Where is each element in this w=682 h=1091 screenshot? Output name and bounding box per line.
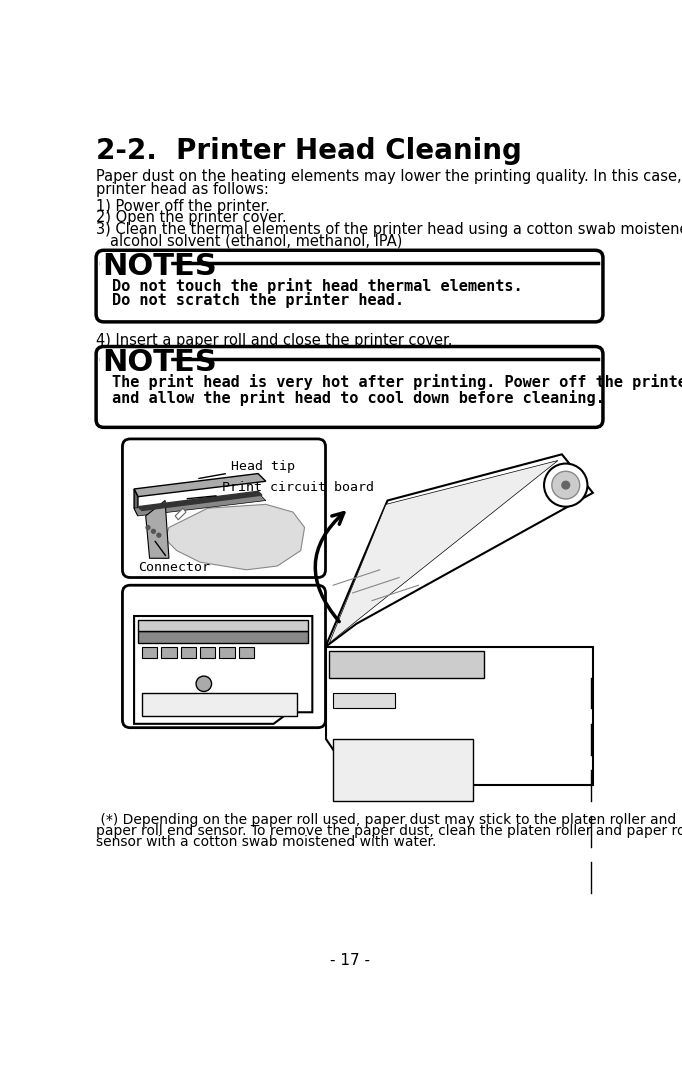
Circle shape (196, 676, 211, 692)
Polygon shape (138, 491, 262, 511)
Polygon shape (325, 454, 593, 647)
Text: 3) Clean the thermal elements of the printer head using a cotton swab moistened : 3) Clean the thermal elements of the pri… (96, 221, 682, 237)
Bar (329, 650, 484, 678)
Polygon shape (329, 460, 558, 643)
Text: Do not touch the print head thermal elements.: Do not touch the print head thermal elem… (112, 278, 522, 293)
Text: sensor with a cotton swab moistened with water.: sensor with a cotton swab moistened with… (96, 835, 436, 849)
Bar (100, 257, 170, 274)
Polygon shape (175, 508, 186, 519)
Bar (181, 647, 196, 658)
FancyBboxPatch shape (96, 250, 603, 322)
Text: Paper dust on the heating elements may lower the printing quality. In this case,: Paper dust on the heating elements may l… (96, 169, 682, 184)
Text: NOTES: NOTES (102, 252, 217, 280)
Bar (161, 647, 177, 658)
Text: The print head is very hot after printing. Power off the printer: The print head is very hot after printin… (112, 374, 682, 391)
Bar (200, 647, 216, 658)
Circle shape (544, 464, 587, 506)
Circle shape (552, 471, 580, 499)
Circle shape (151, 529, 155, 533)
Text: NOTES: NOTES (102, 348, 217, 377)
Polygon shape (134, 473, 266, 496)
Text: 1) Power off the printer.: 1) Power off the printer. (96, 199, 270, 214)
Bar (138, 620, 308, 632)
Text: 4) Insert a paper roll and close the printer cover.: 4) Insert a paper roll and close the pri… (96, 333, 453, 348)
Bar (220, 647, 235, 658)
Circle shape (157, 533, 161, 537)
Bar (100, 355, 170, 370)
Text: Do not scratch the printer head.: Do not scratch the printer head. (112, 292, 404, 308)
Text: Connector: Connector (138, 541, 210, 574)
Text: and allow the print head to cool down before cleaning.: and allow the print head to cool down be… (112, 389, 604, 406)
FancyBboxPatch shape (123, 585, 325, 728)
Polygon shape (134, 493, 266, 516)
Text: - 17 -: - 17 - (329, 954, 370, 969)
Text: Print circuit board: Print circuit board (188, 481, 374, 499)
Bar (333, 693, 396, 708)
Text: 2) Open the printer cover.: 2) Open the printer cover. (96, 211, 286, 225)
Text: printer head as follows:: printer head as follows: (96, 182, 269, 196)
Text: 2-2.  Printer Head Cleaning: 2-2. Printer Head Cleaning (96, 137, 522, 165)
Polygon shape (134, 616, 312, 723)
Bar (333, 740, 473, 801)
Circle shape (146, 526, 150, 529)
Polygon shape (146, 501, 169, 559)
Text: paper roll end sensor. To remove the paper dust, clean the platen roller and pap: paper roll end sensor. To remove the pap… (96, 824, 682, 838)
FancyBboxPatch shape (96, 347, 603, 428)
Circle shape (562, 481, 569, 489)
Polygon shape (325, 647, 593, 786)
Text: alcohol solvent (ethanol, methanol, IPA): alcohol solvent (ethanol, methanol, IPA) (110, 233, 402, 249)
Bar (142, 693, 297, 716)
Text: Head tip: Head tip (199, 460, 295, 479)
Bar (142, 647, 158, 658)
Text: (*) Depending on the paper roll used, paper dust may stick to the platen roller : (*) Depending on the paper roll used, pa… (96, 813, 677, 827)
FancyBboxPatch shape (123, 439, 325, 577)
Polygon shape (165, 504, 305, 570)
Polygon shape (134, 489, 138, 516)
Bar (239, 647, 254, 658)
Bar (138, 632, 308, 643)
